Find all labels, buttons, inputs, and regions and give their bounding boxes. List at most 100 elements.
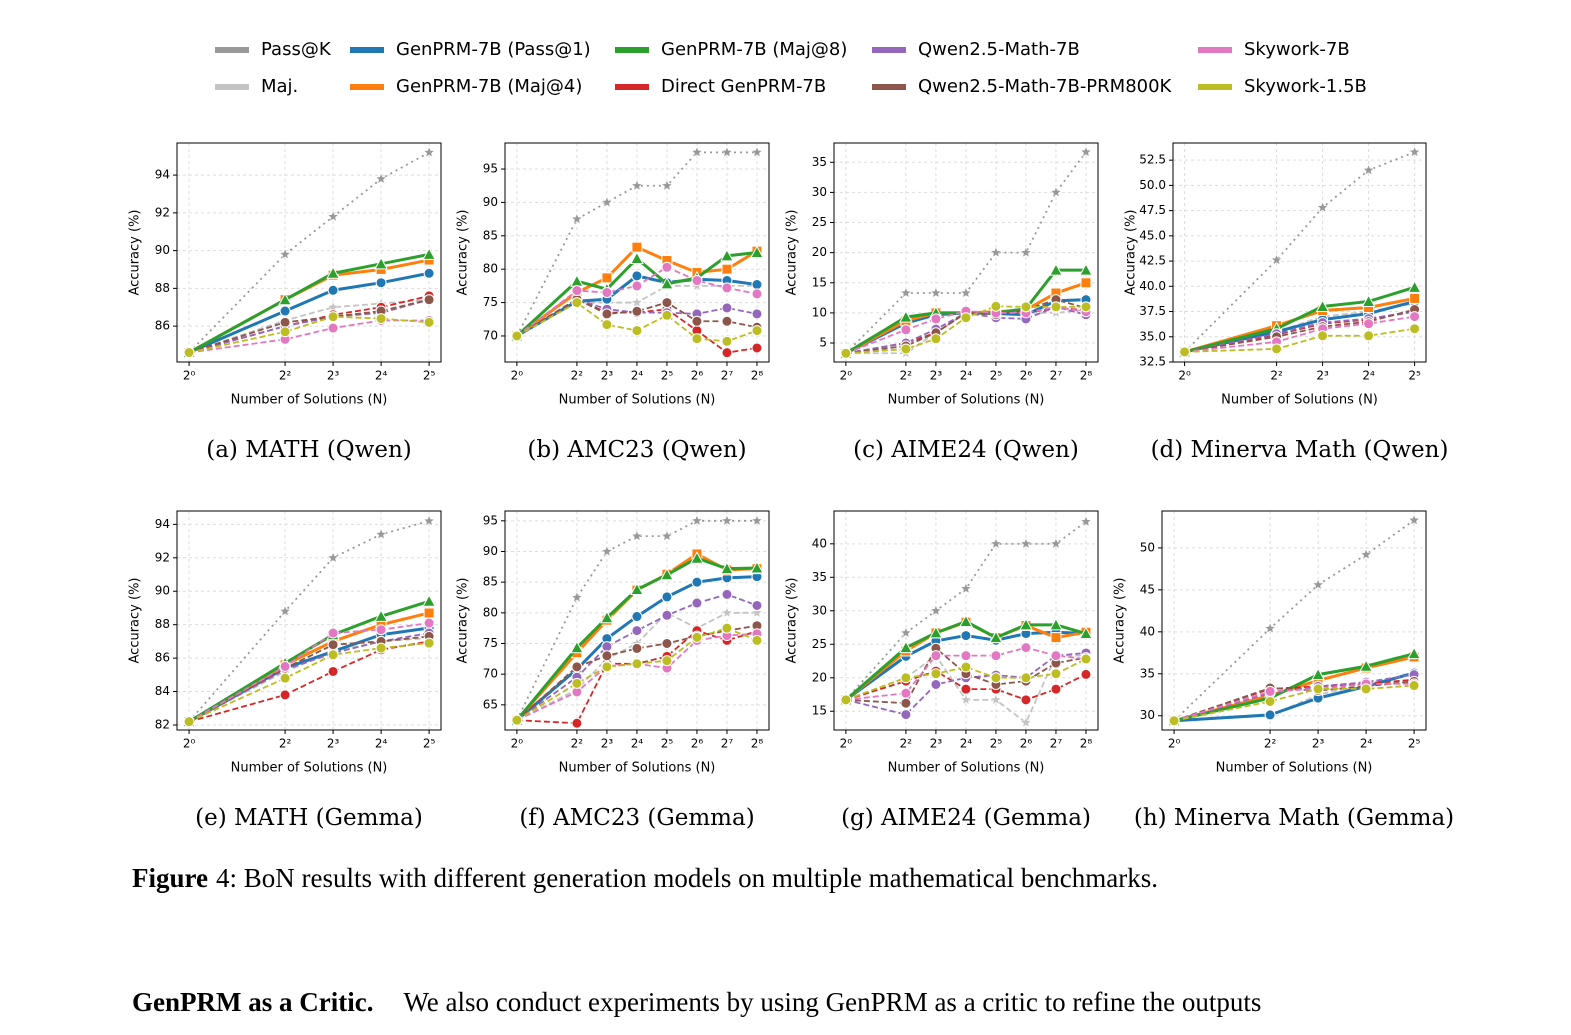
marker bbox=[631, 658, 643, 670]
x-tick-label: 2² bbox=[571, 369, 584, 383]
x-tick-label: 2⁷ bbox=[721, 369, 734, 383]
marker bbox=[751, 279, 763, 291]
legend-label: Pass@K bbox=[261, 39, 332, 60]
marker bbox=[1408, 145, 1421, 158]
marker bbox=[327, 639, 339, 651]
marker bbox=[750, 561, 764, 574]
x-tick-label: 2⁰ bbox=[840, 737, 853, 751]
marker bbox=[327, 322, 339, 334]
marker bbox=[1317, 330, 1329, 342]
x-tick-label: 2² bbox=[1264, 737, 1277, 751]
axes-frame bbox=[504, 510, 770, 731]
marker bbox=[1080, 277, 1092, 289]
marker bbox=[375, 277, 387, 289]
marker bbox=[661, 309, 673, 321]
marker bbox=[1409, 292, 1421, 304]
y-tick-label: 42.5 bbox=[1139, 254, 1166, 268]
x-tick-label: 2² bbox=[900, 737, 913, 751]
x-tick-label: 2² bbox=[279, 737, 292, 751]
caption-label: Figure bbox=[132, 863, 208, 893]
marker bbox=[279, 248, 291, 260]
marker bbox=[1407, 646, 1421, 660]
x-tick-label: 2⁰ bbox=[1168, 737, 1181, 751]
marker bbox=[899, 310, 913, 323]
marker bbox=[1050, 650, 1062, 662]
marker bbox=[279, 326, 291, 338]
marker bbox=[1079, 626, 1093, 640]
marker bbox=[1316, 201, 1329, 213]
y-tick-label: 85 bbox=[483, 228, 498, 242]
marker bbox=[1019, 617, 1033, 631]
marker bbox=[1408, 514, 1420, 526]
y-tick-label: 30 bbox=[812, 185, 827, 199]
x-tick-label: 2⁶ bbox=[1020, 369, 1033, 383]
y-tick-label: 94 bbox=[155, 168, 170, 182]
x-tick-label: 2² bbox=[1270, 369, 1283, 383]
marker bbox=[721, 514, 733, 526]
marker bbox=[423, 617, 435, 629]
legend-label: Skywork-1.5B bbox=[1244, 76, 1367, 97]
marker bbox=[1264, 622, 1276, 634]
marker bbox=[1080, 145, 1092, 158]
marker bbox=[631, 296, 643, 308]
y-tick-label: 88 bbox=[155, 281, 170, 295]
marker bbox=[990, 693, 1002, 705]
subplot-title: (d) Minerva Math (Qwen) bbox=[1151, 437, 1449, 463]
marker bbox=[751, 634, 763, 646]
marker bbox=[721, 263, 733, 275]
marker bbox=[1079, 263, 1093, 276]
marker bbox=[900, 343, 912, 355]
subplot-title: (a) MATH (Qwen) bbox=[206, 437, 412, 463]
marker bbox=[601, 287, 613, 299]
y-tick-label: 95 bbox=[483, 513, 498, 527]
legend-label: Skywork-7B bbox=[1244, 39, 1350, 60]
x-axis-label: Number of Solutions (N) bbox=[559, 761, 716, 776]
series-line bbox=[845, 151, 1087, 354]
marker bbox=[1264, 685, 1276, 697]
legend-label: GenPRM-7B (Pass@1) bbox=[396, 39, 591, 60]
marker bbox=[601, 641, 613, 653]
x-tick-label: 2⁶ bbox=[691, 369, 704, 383]
marker bbox=[691, 333, 703, 345]
marker bbox=[1049, 263, 1063, 276]
subplot-title: (b) AMC23 (Qwen) bbox=[527, 437, 746, 463]
marker bbox=[1020, 716, 1032, 728]
subplot: 5 10 15 20 25 30 35 2⁰ 2² 2³ 2⁴ 2⁵ 2⁶ 2⁷ 2⁸ Number of S… bbox=[785, 142, 1099, 463]
x-tick-label: 2³ bbox=[1316, 369, 1329, 383]
y-tick-label: 75 bbox=[483, 295, 498, 309]
marker bbox=[1270, 253, 1283, 266]
series-line bbox=[188, 520, 430, 723]
marker bbox=[631, 625, 643, 637]
marker bbox=[1179, 346, 1191, 358]
marker bbox=[600, 610, 614, 624]
marker bbox=[721, 622, 733, 634]
marker bbox=[660, 567, 674, 581]
y-tick-label: 90 bbox=[155, 584, 170, 598]
marker bbox=[960, 693, 972, 705]
y-tick-label: 80 bbox=[483, 605, 498, 619]
marker bbox=[1407, 280, 1422, 293]
marker bbox=[690, 551, 704, 564]
marker bbox=[990, 300, 1002, 312]
y-tick-label: 35 bbox=[1140, 666, 1155, 680]
marker bbox=[691, 576, 703, 588]
subplot-title: (c) AIME24 (Qwen) bbox=[853, 437, 1079, 463]
marker bbox=[279, 316, 291, 328]
marker bbox=[630, 251, 644, 265]
axes-frame bbox=[176, 510, 442, 731]
marker bbox=[631, 611, 643, 623]
marker bbox=[990, 650, 1002, 662]
marker bbox=[601, 661, 613, 673]
marker bbox=[1363, 330, 1375, 342]
marker bbox=[511, 330, 523, 342]
y-tick-label: 92 bbox=[155, 205, 170, 219]
marker bbox=[691, 315, 703, 327]
marker bbox=[930, 604, 942, 616]
legend-label: Qwen2.5-Math-7B bbox=[918, 39, 1080, 60]
x-tick-label: 2⁸ bbox=[1080, 369, 1093, 383]
marker bbox=[1020, 694, 1032, 706]
x-tick-label: 2⁴ bbox=[375, 369, 388, 383]
y-axis-label: Accuracy (%) bbox=[456, 578, 471, 664]
marker bbox=[631, 270, 643, 282]
